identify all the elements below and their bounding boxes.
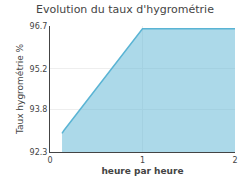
svg-text:92.3: 92.3 <box>30 148 48 157</box>
svg-text:93.8: 93.8 <box>30 105 48 114</box>
svg-text:Evolution du taux d'hygrométri: Evolution du taux d'hygrométrie <box>36 3 214 16</box>
svg-text:heure par heure: heure par heure <box>101 166 183 176</box>
svg-text:2: 2 <box>232 156 237 165</box>
svg-text:0: 0 <box>47 156 52 165</box>
svg-text:1: 1 <box>140 156 145 165</box>
svg-text:95.2: 95.2 <box>30 65 48 74</box>
svg-text:96.7: 96.7 <box>30 22 48 31</box>
svg-text:Taux hygrométrie %: Taux hygrométrie % <box>15 43 25 135</box>
